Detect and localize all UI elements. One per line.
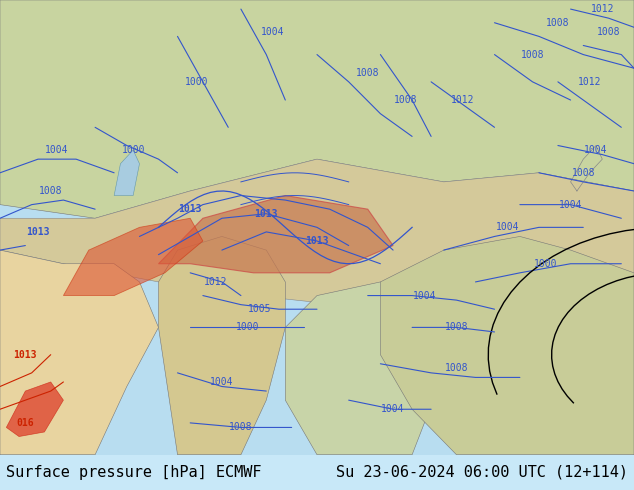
Text: Surface pressure [hPa] ECMWF: Surface pressure [hPa] ECMWF [6,465,262,480]
Text: 1008: 1008 [39,186,63,196]
Text: 016: 016 [16,418,34,428]
Text: 1004: 1004 [495,222,519,232]
Text: 1008: 1008 [444,322,469,332]
Polygon shape [0,250,158,455]
Text: 1000: 1000 [533,259,557,269]
Text: 1013: 1013 [178,204,202,214]
Text: 1004: 1004 [210,377,234,387]
Text: 1004: 1004 [584,145,608,155]
Text: Su 23-06-2024 06:00 UTC (12+114): Su 23-06-2024 06:00 UTC (12+114) [335,465,628,480]
Polygon shape [158,196,393,273]
Text: 1012: 1012 [578,77,602,87]
Text: 1012: 1012 [590,4,614,14]
Text: 1008: 1008 [356,68,380,78]
Text: 1008: 1008 [229,422,253,433]
Text: 1012: 1012 [204,277,228,287]
Text: 1005: 1005 [248,304,272,314]
Text: 1008: 1008 [597,27,621,37]
Polygon shape [6,382,63,437]
Text: 1008: 1008 [394,95,418,105]
Polygon shape [285,282,444,455]
Text: 1000: 1000 [121,145,145,155]
Text: 1008: 1008 [546,18,570,28]
Text: 1013: 1013 [26,227,50,237]
Text: 1008: 1008 [571,168,595,178]
Text: 1008: 1008 [521,49,545,60]
Polygon shape [0,159,634,327]
Text: 1004: 1004 [559,199,583,210]
Text: 1004: 1004 [381,404,405,414]
Text: 1000: 1000 [235,322,259,332]
Polygon shape [63,218,203,295]
Text: 1012: 1012 [451,95,475,105]
Text: 1004: 1004 [45,145,69,155]
Text: 1004: 1004 [261,27,285,37]
Text: 1013: 1013 [13,350,37,360]
Polygon shape [158,237,285,455]
Text: 1008: 1008 [444,363,469,373]
Text: 1000: 1000 [184,77,209,87]
Text: 1013: 1013 [254,209,278,219]
Polygon shape [380,237,634,455]
Text: 1013: 1013 [305,236,329,246]
Polygon shape [0,0,634,218]
Polygon shape [114,150,139,196]
Text: 1004: 1004 [413,291,437,300]
